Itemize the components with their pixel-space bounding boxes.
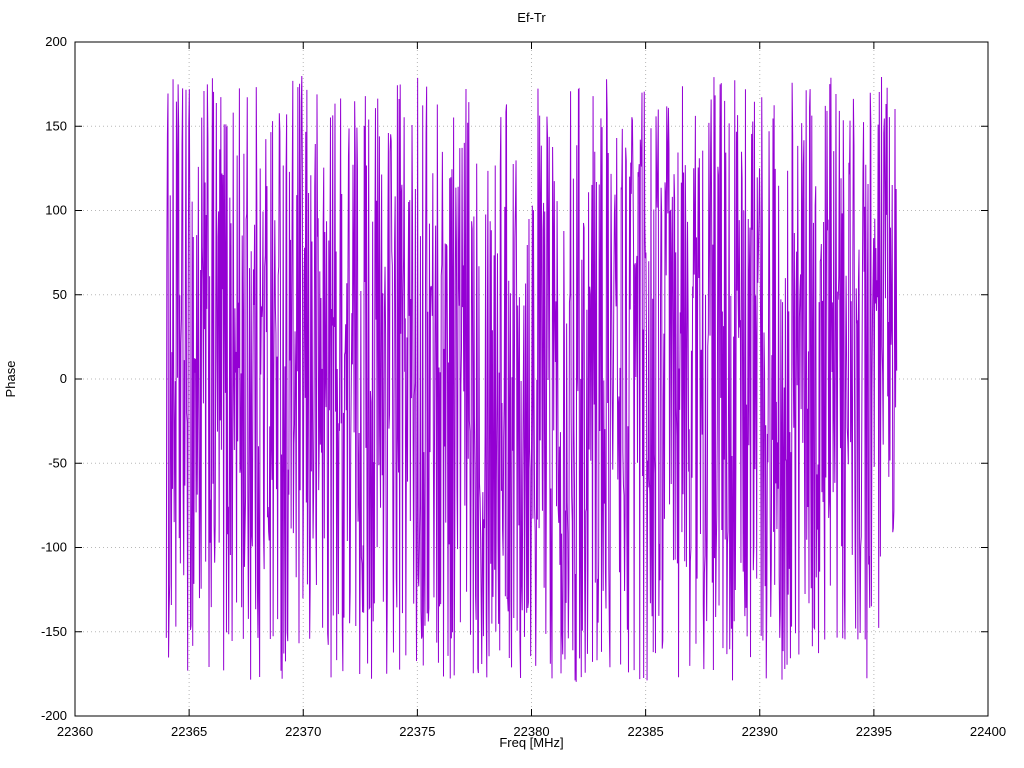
y-tick-label: -200	[41, 708, 67, 723]
y-tick-label: -50	[48, 455, 67, 470]
y-tick-label: 200	[45, 34, 67, 49]
x-tick-label: 22375	[399, 724, 435, 739]
x-tick-label: 22380	[513, 724, 549, 739]
y-tick-label: 150	[45, 118, 67, 133]
x-tick-label: 22400	[970, 724, 1006, 739]
y-axis-label: Phase	[3, 361, 18, 398]
x-tick-label: 22395	[856, 724, 892, 739]
y-tick-label: -150	[41, 624, 67, 639]
x-tick-label: 22370	[285, 724, 321, 739]
x-axis-label: Freq [MHz]	[499, 735, 563, 750]
series-line	[165, 75, 898, 682]
y-tick-label: 50	[53, 287, 67, 302]
y-tick-label: -100	[41, 540, 67, 555]
axis-tick-labels: 22360 22365 22370 22375 22380 22385 22390 22395…	[41, 34, 1006, 739]
x-tick-label: 22365	[171, 724, 207, 739]
x-tick-label: 22390	[742, 724, 778, 739]
phase-noise-series	[165, 75, 898, 682]
x-tick-label: 22385	[628, 724, 664, 739]
y-tick-label: 100	[45, 203, 67, 218]
plot-border	[74, 41, 989, 717]
x-tick-label: 22360	[57, 724, 93, 739]
chart-title: Ef-Tr	[517, 10, 546, 25]
y-tick-label: 0	[60, 371, 67, 386]
